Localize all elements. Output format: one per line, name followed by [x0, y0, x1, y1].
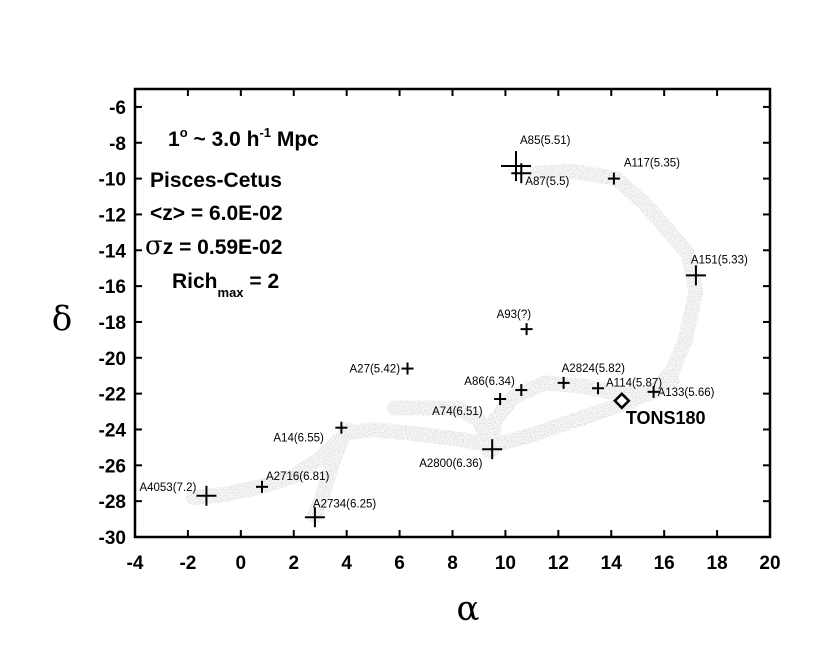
y-tick-label: -26 — [99, 456, 126, 477]
mean-redshift: <z> = 6.0E-02 — [150, 202, 283, 225]
y-tick-label: -30 — [99, 528, 126, 549]
cluster-label: A74(6.51) — [432, 406, 483, 418]
cluster-point: A114(5.87) — [592, 377, 662, 395]
supercluster-name: Pisces-Cetus — [150, 169, 282, 192]
cluster-point: A85(5.51) — [501, 135, 571, 182]
y-tick-label: -16 — [99, 277, 126, 298]
info-box: 1o ~ 3.0 h-1 Mpc Pisces-Cetus <z> = 6.0E… — [145, 125, 319, 300]
filament-layer — [185, 163, 704, 523]
cluster-point: A2824(5.82) — [557, 363, 625, 389]
y-tick-label: -20 — [99, 349, 126, 370]
x-axis: -4 -2 0 2 4 6 8 10 12 14 16 18 20 — [127, 89, 781, 574]
cluster-label: A86(6.34) — [464, 376, 515, 388]
y-tick-label: -8 — [109, 134, 126, 155]
x-tick-label: 10 — [495, 553, 516, 574]
cluster-point: A74(6.51) — [432, 393, 507, 418]
x-tick-label: -4 — [127, 553, 144, 574]
cluster-label: A87(5.5) — [525, 176, 569, 188]
filament-band-1 — [482, 373, 680, 459]
x-axis-title: α — [457, 589, 480, 629]
x-tick-label: 18 — [707, 553, 728, 574]
y-axis: -6 -8 -10 -12 -14 -16 -18 -20 -22 -24 -26 -28 -30 — [99, 98, 770, 549]
scale-annotation: 1o ~ 3.0 h-1 Mpc — [168, 125, 319, 151]
richness-max: Richmax = 2 — [172, 270, 279, 300]
cluster-label: A114(5.87) — [606, 377, 662, 389]
cluster-label: A2824(5.82) — [562, 363, 625, 375]
y-tick-label: -14 — [99, 241, 127, 262]
filament-band-3 — [386, 400, 500, 457]
y-tick-label: -6 — [109, 98, 126, 119]
cluster-point: A2800(6.36) — [419, 439, 503, 470]
y-tick-label: -22 — [99, 385, 126, 406]
cluster-point: A2734(6.25) — [304, 498, 376, 528]
cluster-point: A27(5.42) — [350, 362, 414, 376]
x-tick-label: 4 — [341, 553, 352, 574]
cluster-point: A93(?) — [497, 309, 533, 336]
x-tick-label: 20 — [759, 553, 780, 574]
tons180-label: TONS180 — [626, 408, 706, 428]
cluster-label: A85(5.51) — [520, 135, 571, 147]
cluster-point: A87(5.5) — [511, 163, 570, 188]
cluster-label: A14(6.55) — [273, 433, 324, 445]
cluster-point: A2716(6.81) — [256, 471, 329, 493]
filament-band-2 — [307, 422, 355, 523]
x-tick-label: 16 — [654, 553, 675, 574]
cluster-markers: A85(5.51) A87(5.5) A117(5.35) A151(5.33) A93… — [139, 135, 748, 528]
y-tick-label: -10 — [99, 170, 126, 191]
cluster-label: A4053(7.2) — [139, 482, 196, 494]
y-axis-title: δ — [52, 299, 72, 339]
y-tick-label: -24 — [99, 420, 127, 441]
x-tick-label: 0 — [236, 553, 247, 574]
cluster-label: A93(?) — [497, 309, 532, 321]
x-tick-label: 12 — [548, 553, 569, 574]
y-tick-label: -12 — [99, 205, 126, 226]
cluster-point: A14(6.55) — [273, 421, 348, 445]
cluster-label: A27(5.42) — [350, 364, 401, 376]
cluster-label: A117(5.35) — [624, 158, 680, 170]
y-tick-label: -28 — [99, 492, 126, 513]
filament-band-0 — [185, 163, 704, 506]
cluster-label: A151(5.33) — [691, 254, 748, 266]
y-tick-label: -18 — [99, 313, 126, 334]
cluster-label: A2800(6.36) — [419, 458, 482, 470]
cluster-label: A2716(6.81) — [266, 471, 329, 483]
diamond-marker — [613, 392, 631, 410]
cluster-point: A133(5.66) — [647, 385, 715, 399]
cluster-label: A133(5.66) — [658, 387, 715, 399]
x-tick-label: 6 — [394, 553, 405, 574]
cluster-label: A2734(6.25) — [313, 498, 376, 510]
tons180-point: TONS180 — [613, 392, 706, 428]
x-tick-label: 8 — [447, 553, 458, 574]
x-tick-label: 14 — [601, 553, 623, 574]
cluster-point: A151(5.33) — [685, 254, 748, 286]
cluster-point: A86(6.34) — [464, 376, 528, 397]
cluster-point: A117(5.35) — [607, 158, 680, 185]
cluster-point: A4053(7.2) — [139, 482, 217, 506]
x-tick-label: -2 — [179, 553, 196, 574]
redshift-dispersion: σz = 0.59E-02 — [145, 231, 282, 261]
x-tick-label: 2 — [288, 553, 299, 574]
